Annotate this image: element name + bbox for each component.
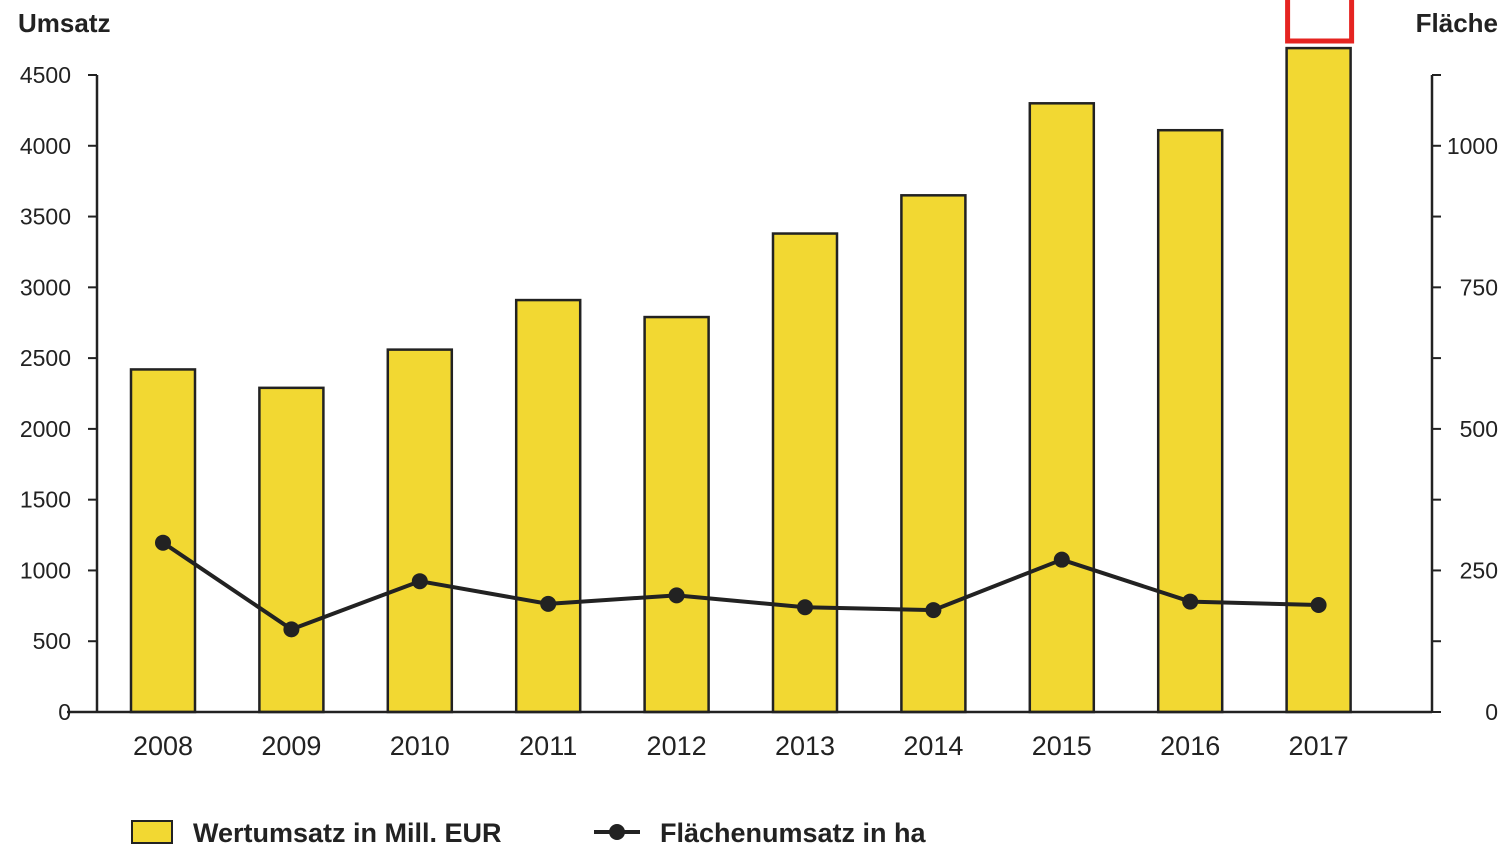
line-point-2015 [1053, 551, 1070, 568]
bar-2016 [1156, 128, 1224, 714]
x-axis-tick-label: 2016 [1160, 731, 1220, 761]
line-point-2014 [925, 602, 942, 619]
bar-2012 [643, 315, 710, 714]
x-axis-tick-label: 2009 [261, 731, 321, 761]
x-axis-tick-label: 2011 [519, 731, 577, 761]
left-axis-tick-label: 4000 [20, 133, 71, 159]
line-point-2010 [411, 573, 428, 590]
bar-2013 [771, 232, 839, 714]
bar-2009 [258, 386, 325, 714]
left-axis-tick-label: 0 [58, 699, 71, 725]
left-axis-tick-label: 3500 [20, 204, 71, 230]
bar-2015 [1028, 102, 1096, 714]
highlight-box [1285, 0, 1355, 44]
bar-2014 [900, 194, 967, 714]
right-axis: 0 250 500 750 1000 [1430, 74, 1498, 725]
bar-series [129, 46, 1352, 714]
right-axis-tick-label: 500 [1460, 416, 1498, 442]
left-axis-tick-label: 4500 [20, 62, 71, 88]
legend-swatch-marker [609, 824, 625, 840]
line-point-2012 [668, 587, 685, 604]
x-axis-tick-label: 2015 [1032, 731, 1092, 761]
x-axis-tick-label: 2017 [1289, 731, 1349, 761]
line-series [155, 534, 1327, 638]
right-axis-tick-label: 0 [1485, 699, 1498, 725]
left-axis-tick-label: 1500 [20, 487, 71, 513]
left-axis-title: Umsatz [18, 8, 110, 38]
line-point-2011 [540, 595, 557, 612]
x-axis-tick-label: 2010 [390, 731, 450, 761]
right-axis-tick-label: 750 [1460, 274, 1498, 300]
x-axis-tick-label: 2012 [647, 731, 707, 761]
legend: Wertumsatz in Mill. EUR Flächenumsatz in… [131, 818, 927, 846]
line-point-2016 [1182, 593, 1199, 610]
x-axis: 2008 2009 2010 2011 2012 2013 2014 2015 2016 2017 [67, 710, 1432, 761]
right-axis-tick-label: 1000 [1447, 133, 1498, 159]
x-axis-tick-label: 2008 [133, 731, 193, 761]
line-point-2009 [283, 621, 300, 638]
x-axis-tick-label: 2014 [903, 731, 963, 761]
bar-2011 [514, 298, 582, 714]
line-point-2013 [797, 599, 813, 616]
left-axis-tick-label: 500 [33, 628, 71, 654]
left-axis-tick-label: 3000 [20, 274, 71, 300]
line-point-2008 [155, 534, 171, 551]
x-axis-tick-label: 2013 [775, 731, 835, 761]
line-point-2017 [1310, 596, 1327, 613]
right-axis-tick-label: 250 [1460, 557, 1498, 583]
left-axis-tick-label: 2500 [20, 345, 71, 371]
line-path [161, 541, 1319, 632]
right-axis-title: Fläche [1416, 8, 1498, 38]
legend-label-bars: Wertumsatz in Mill. EUR [193, 818, 502, 846]
legend-label-line: Flächenumsatz in ha [660, 818, 927, 846]
left-axis: 0 500 1000 1500 2000 2500 3000 3500 4000 4500 [20, 62, 99, 725]
legend-swatch-bars [131, 820, 173, 844]
left-axis-tick-label: 2000 [20, 416, 71, 442]
left-axis-tick-label: 1000 [20, 557, 71, 583]
bar-2010 [386, 348, 454, 714]
